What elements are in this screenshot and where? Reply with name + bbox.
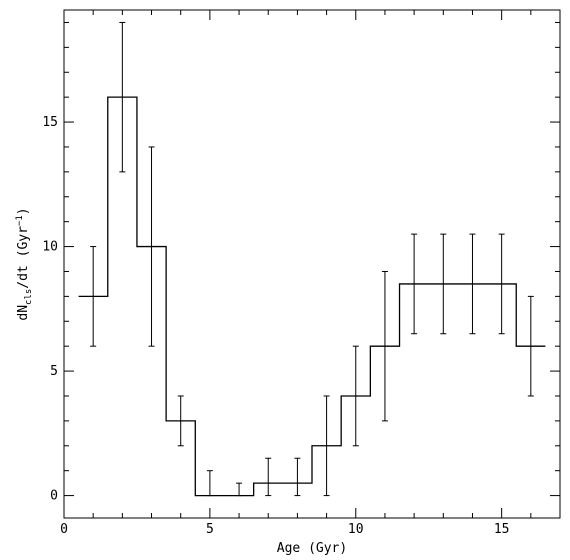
y-tick-label: 15 — [42, 115, 58, 130]
y-axis-label-subscript: cls — [24, 289, 34, 305]
x-tick-label: 0 — [60, 522, 68, 537]
x-tick-labels: 0 5 10 15 — [60, 522, 509, 537]
error-bars — [90, 21, 534, 497]
plot-frame — [63, 9, 561, 519]
x-tick-label: 5 — [206, 522, 214, 537]
y-tick-label: 0 — [50, 489, 58, 504]
axis-ticks — [63, 10, 561, 518]
y-tick-labels: 0 5 10 15 — [42, 115, 58, 504]
y-axis-label: dNcls/dt (Gyr−1) — [15, 207, 34, 320]
x-axis-label: Age (Gyr) — [277, 541, 347, 556]
x-tick-label: 10 — [348, 522, 364, 537]
y-tick-label: 10 — [42, 240, 58, 255]
y-axis-label-end: ) — [16, 207, 31, 215]
x-tick-label: 15 — [494, 522, 510, 537]
y-tick-label: 5 — [50, 364, 58, 379]
y-axis-label-main: dN — [16, 305, 31, 321]
y-axis-label-tail: /dt (Gyr — [16, 226, 31, 289]
y-axis-label-superscript: −1 — [15, 215, 25, 226]
histogram-step-line — [78, 96, 546, 497]
